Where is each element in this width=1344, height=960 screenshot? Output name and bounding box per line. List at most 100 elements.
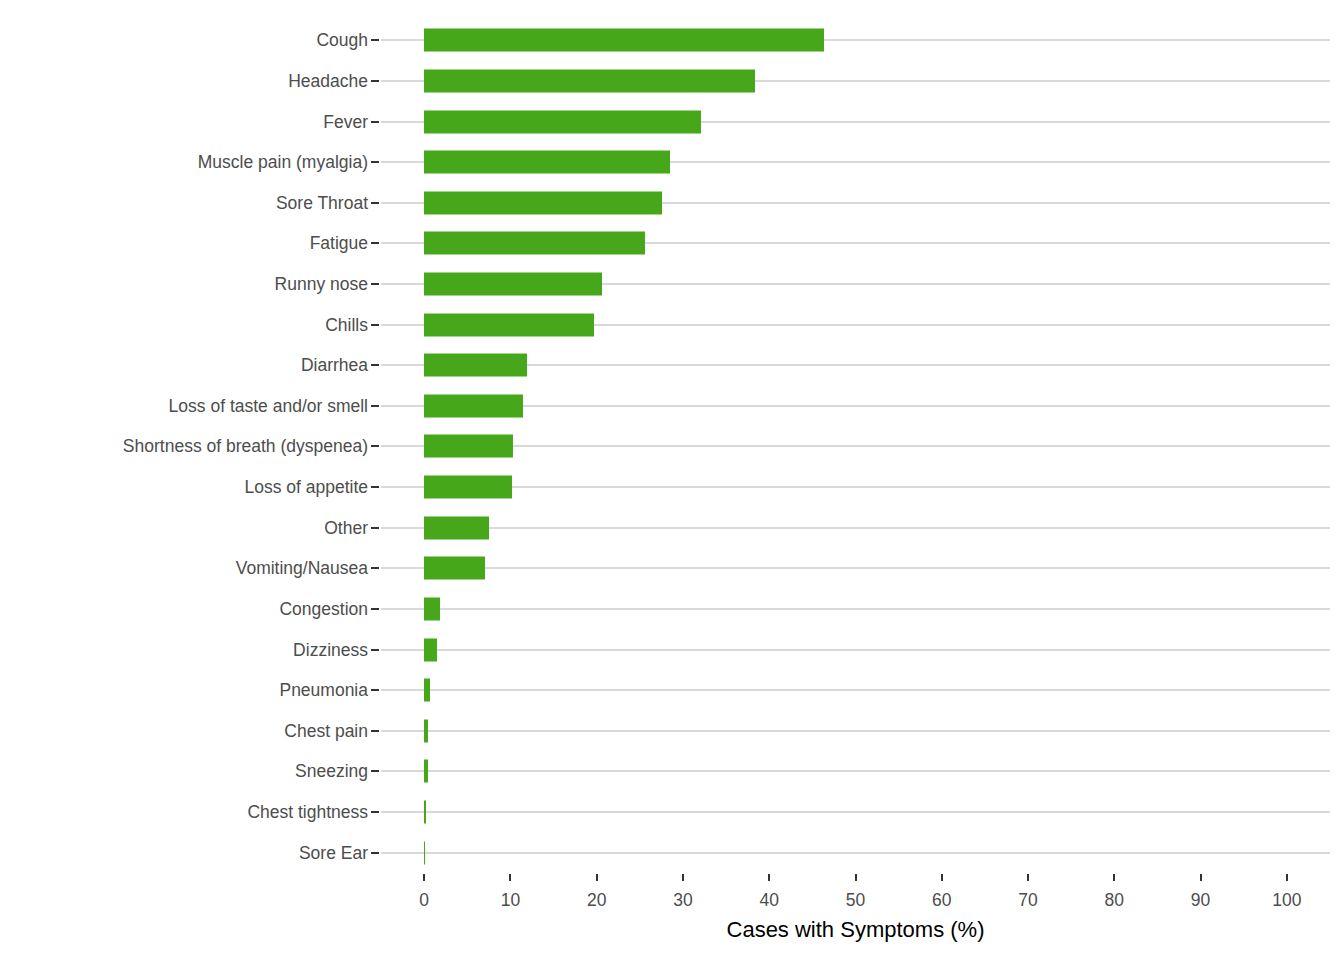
bar (424, 476, 512, 499)
category-label: Pneumonia (0, 680, 368, 701)
gridline (381, 811, 1330, 813)
x-tick-label: 30 (673, 890, 692, 911)
plot-panel: CoughHeadacheFeverMuscle pain (myalgia)S… (381, 20, 1330, 873)
bar-row: Pneumonia (381, 670, 1330, 711)
y-tick-mark (371, 39, 379, 41)
y-tick-mark (371, 80, 379, 82)
category-label: Chest tightness (0, 802, 368, 823)
x-tick-label: 70 (1018, 890, 1037, 911)
gridline (381, 689, 1330, 691)
x-tick-mark (855, 874, 857, 881)
category-label: Congestion (0, 598, 368, 619)
bar-row: Chest tightness (381, 792, 1330, 833)
bar (424, 760, 427, 783)
y-tick-mark (371, 364, 379, 366)
bar-row: Diarrhea (381, 345, 1330, 386)
x-tick-label: 50 (846, 890, 865, 911)
gridline (381, 730, 1330, 732)
x-axis-title: Cases with Symptoms (%) (381, 917, 1330, 943)
bar-row: Loss of appetite (381, 467, 1330, 508)
y-tick-mark (371, 405, 379, 407)
bar (424, 354, 527, 377)
x-tick-mark (1200, 874, 1202, 881)
category-label: Diarrhea (0, 355, 368, 376)
category-label: Other (0, 517, 368, 538)
x-tick-label: 100 (1272, 890, 1301, 911)
bar-row: Fever (381, 101, 1330, 142)
bar-row: Other (381, 507, 1330, 548)
gridline (381, 852, 1330, 854)
gridline (381, 567, 1330, 569)
bar (424, 313, 594, 336)
x-tick-label: 80 (1105, 890, 1124, 911)
y-tick-mark (371, 121, 379, 123)
y-tick-mark (371, 486, 379, 488)
x-tick-mark (423, 874, 425, 881)
bar-row: Sore Ear (381, 832, 1330, 873)
bar (424, 719, 428, 742)
gridline (381, 405, 1330, 407)
y-tick-mark (371, 608, 379, 610)
gridline (381, 445, 1330, 447)
y-tick-mark (371, 445, 379, 447)
category-label: Headache (0, 70, 368, 91)
y-tick-mark (371, 242, 379, 244)
gridline (381, 527, 1330, 529)
bar-row: Vomiting/Nausea (381, 548, 1330, 589)
bar (424, 110, 701, 133)
bar-row: Headache (381, 61, 1330, 102)
y-tick-mark (371, 324, 379, 326)
category-label: Loss of appetite (0, 477, 368, 498)
x-tick-mark (1286, 874, 1288, 881)
category-label: Chills (0, 314, 368, 335)
y-tick-mark (371, 730, 379, 732)
bar-row: Loss of taste and/or smell (381, 386, 1330, 427)
bar (424, 841, 425, 864)
bar (424, 151, 670, 174)
x-tick-mark (941, 874, 943, 881)
bar (424, 232, 645, 255)
x-tick-mark (1113, 874, 1115, 881)
bar (424, 801, 426, 824)
category-label: Runny nose (0, 274, 368, 295)
x-tick-label: 90 (1191, 890, 1210, 911)
category-label: Fever (0, 111, 368, 132)
gridline (381, 770, 1330, 772)
category-label: Fatigue (0, 233, 368, 254)
bar-chart: CoughHeadacheFeverMuscle pain (myalgia)S… (0, 0, 1344, 960)
category-label: Chest pain (0, 720, 368, 741)
x-tick-mark (596, 874, 598, 881)
bar-row: Chills (381, 304, 1330, 345)
y-tick-mark (371, 202, 379, 204)
x-tick-label: 60 (932, 890, 951, 911)
y-tick-mark (371, 283, 379, 285)
category-label: Cough (0, 30, 368, 51)
y-tick-mark (371, 852, 379, 854)
category-label: Sneezing (0, 761, 368, 782)
category-label: Shortness of breath (dyspenea) (0, 436, 368, 457)
y-tick-mark (371, 567, 379, 569)
category-label: Sore Throat (0, 192, 368, 213)
bar (424, 597, 440, 620)
x-tick-label: 10 (501, 890, 520, 911)
x-tick-mark (509, 874, 511, 881)
category-label: Loss of taste and/or smell (0, 395, 368, 416)
bar-row: Dizziness (381, 629, 1330, 670)
y-tick-mark (371, 689, 379, 691)
gridline (381, 486, 1330, 488)
y-tick-mark (371, 527, 379, 529)
bar (424, 557, 485, 580)
y-tick-mark (371, 770, 379, 772)
bar-row: Shortness of breath (dyspenea) (381, 426, 1330, 467)
bar (424, 516, 489, 539)
category-label: Muscle pain (myalgia) (0, 152, 368, 173)
bar-row: Sneezing (381, 751, 1330, 792)
bar-row: Fatigue (381, 223, 1330, 264)
bar-row: Runny nose (381, 264, 1330, 305)
bar (424, 638, 437, 661)
y-tick-mark (371, 649, 379, 651)
bar (424, 191, 662, 214)
bar-row: Sore Throat (381, 182, 1330, 223)
y-tick-mark (371, 811, 379, 813)
bar (424, 435, 513, 458)
